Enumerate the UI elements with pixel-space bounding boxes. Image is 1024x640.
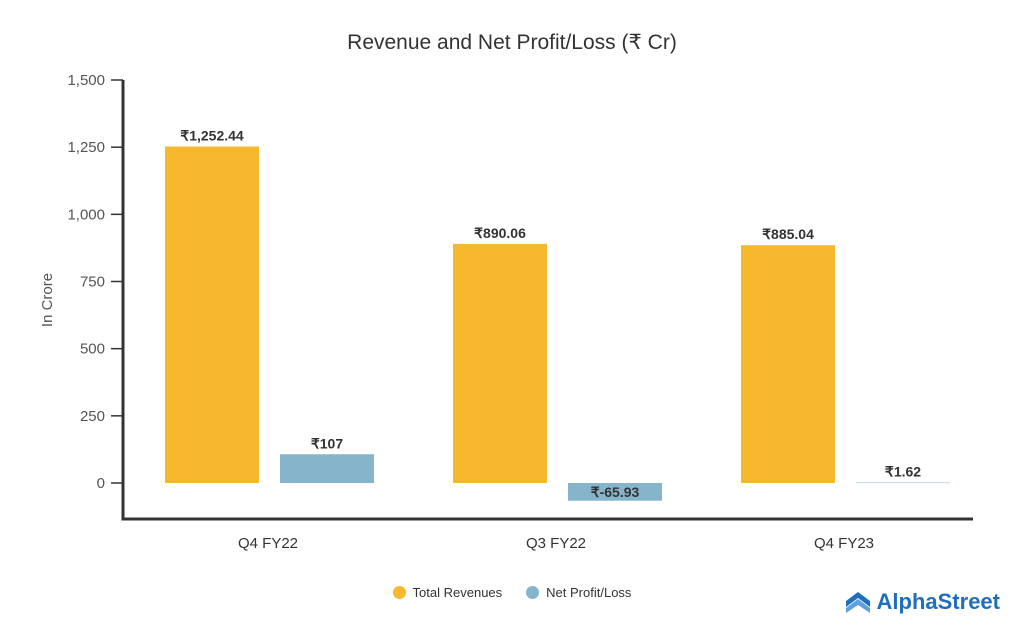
bar-revenue (453, 243, 547, 483)
y-tick-label: 500 (80, 341, 105, 358)
legend-swatch-profit (526, 586, 540, 599)
data-label: ₹1,252.44 (180, 128, 244, 144)
chart-title: Revenue and Net Profit/Loss (₹ Cr) (347, 31, 677, 54)
bar-profit (280, 454, 374, 483)
logo-chevron-icon (845, 592, 870, 613)
x-tick-label: Q4 FY23 (814, 535, 874, 552)
legend-item-profit: Net Profit/Loss (526, 585, 631, 600)
legend-swatch-revenues (392, 586, 406, 599)
y-tick-label: 1,000 (67, 206, 105, 223)
alphastreet-logo: AlphaStreet (845, 589, 1000, 615)
data-label: ₹1.62 (885, 464, 921, 480)
legend-item-revenues: Total Revenues (392, 585, 503, 600)
data-label: ₹885.04 (762, 226, 814, 242)
legend-label: Net Profit/Loss (546, 585, 632, 600)
y-tick-label: 250 (80, 408, 105, 425)
bar-revenue (741, 245, 835, 483)
bar-profit (856, 482, 950, 484)
data-label: ₹890.06 (474, 225, 526, 241)
data-label: ₹107 (311, 435, 343, 451)
y-tick-label: 750 (80, 274, 105, 291)
y-axis-label: In Crore (39, 273, 56, 327)
x-tick-label: Q4 FY22 (238, 535, 298, 552)
x-tick-label: Q3 FY22 (526, 535, 586, 552)
logo-text: AlphaStreet (876, 589, 1000, 614)
y-tick-label: 1,500 (67, 72, 105, 89)
bar-revenue (165, 146, 259, 484)
y-tick-label: 1,250 (67, 139, 105, 156)
data-label: ₹-65.93 (591, 484, 640, 500)
y-tick-label: 0 (97, 475, 105, 492)
legend-label: Total Revenues (412, 585, 503, 600)
legend: Total Revenues Net Profit/Loss (0, 585, 1024, 600)
bar-profit (568, 483, 662, 501)
